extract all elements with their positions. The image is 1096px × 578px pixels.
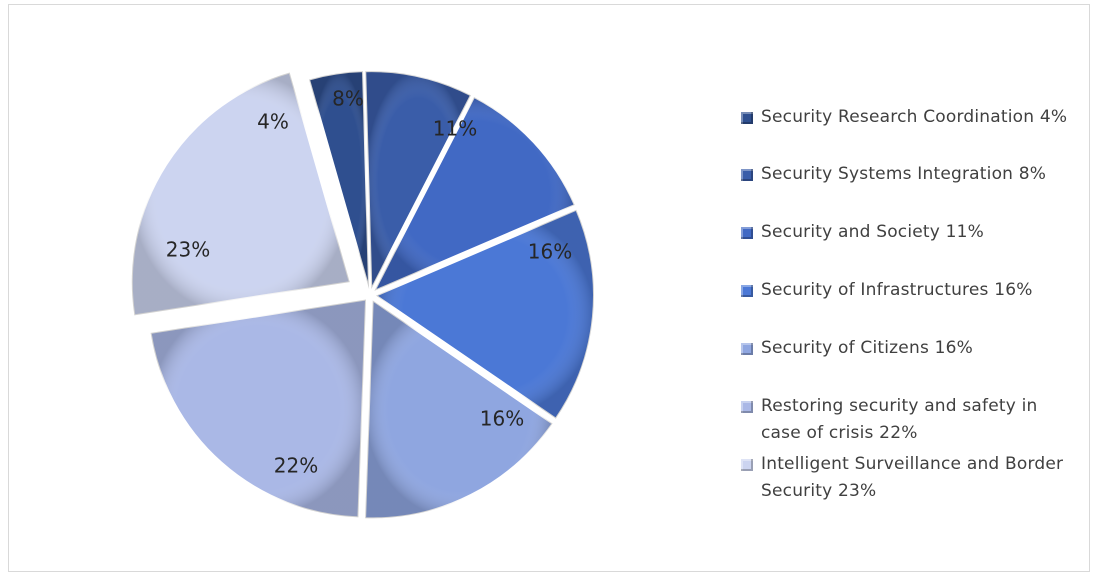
legend-item: Security of Infrastructures 16% — [741, 277, 1081, 304]
legend-item: Security of Citizens 16% — [741, 335, 1081, 362]
legend-swatch — [741, 285, 753, 297]
legend-swatch — [741, 169, 753, 181]
legend-item: Security and Society 11% — [741, 219, 1081, 246]
legend-label: Restoring security and safety in case of… — [761, 396, 1038, 443]
pie-slice-bevel — [150, 299, 367, 518]
slice-data-label: 16% — [480, 407, 524, 431]
slice-data-label: 23% — [166, 238, 210, 262]
pie-slice-bevel — [131, 72, 350, 316]
pie-slice-bevel — [375, 209, 594, 419]
pie-slice-bevel — [365, 71, 471, 290]
legend-swatch — [741, 343, 753, 355]
legend-swatch — [741, 112, 753, 124]
slice-data-label: 8% — [332, 87, 364, 111]
legend-label: Intelligent Surveillance and Border Secu… — [761, 454, 1064, 501]
legend-label: Security and Society 11% — [761, 222, 985, 242]
pie-slice-bevel — [365, 300, 553, 519]
slice-data-label: 4% — [257, 110, 289, 134]
legend-item: Intelligent Surveillance and Border Secu… — [741, 451, 1081, 505]
legend-label: Security of Infrastructures 16% — [761, 280, 1033, 300]
legend-item: Security Systems Integration 8% — [741, 161, 1081, 188]
legend-label: Security Research Coordination 4% — [761, 107, 1068, 127]
legend-swatch — [741, 459, 753, 471]
legend-item: Security Research Coordination 4% — [741, 104, 1081, 131]
legend-item: Restoring security and safety in case of… — [741, 393, 1081, 447]
legend-label: Security Systems Integration 8% — [761, 164, 1047, 184]
slice-data-label: 22% — [274, 454, 318, 478]
legend-swatch — [741, 401, 753, 413]
slice-data-label: 16% — [528, 240, 572, 264]
pie-slice-bevel — [308, 71, 370, 290]
legend-swatch — [741, 227, 753, 239]
slice-data-label: 11% — [433, 117, 477, 141]
legend-label: Security of Citizens 16% — [761, 338, 973, 358]
pie-slice-bevel — [374, 97, 575, 291]
